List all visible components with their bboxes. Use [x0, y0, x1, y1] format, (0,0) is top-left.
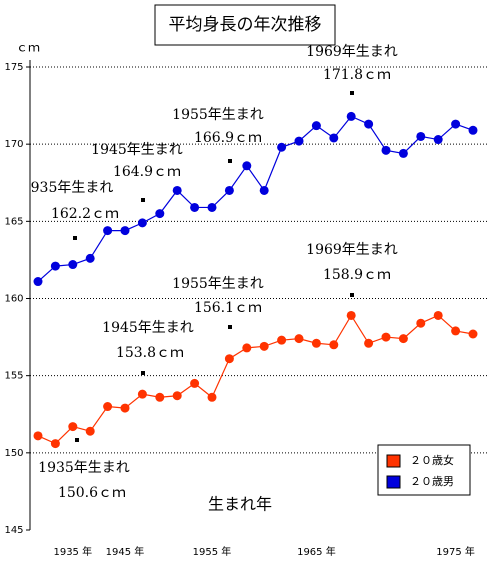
annotation-value: 158.9ｃｍ: [323, 267, 391, 283]
annotation: 1969年生まれ: [306, 44, 398, 60]
point: [381, 332, 391, 342]
annotation: 1945年生まれ: [91, 142, 183, 158]
point: [155, 392, 165, 402]
x-tick-label: 1965 年: [297, 545, 336, 558]
annotation: 1955年生まれ: [172, 276, 264, 292]
point: [137, 218, 147, 228]
point: [381, 145, 391, 155]
annotation-value: 164.9ｃｍ: [113, 164, 181, 180]
point: [259, 341, 269, 351]
point: [364, 338, 374, 348]
annotation-dot: [75, 438, 79, 442]
point: [433, 310, 443, 320]
annotation-dot: [350, 293, 354, 297]
point: [468, 329, 478, 339]
y-tick-label: 165: [4, 216, 23, 227]
annotation-dot: [228, 159, 232, 163]
point: [416, 131, 426, 141]
point: [155, 209, 165, 219]
annotation: 1935年生まれ: [38, 460, 130, 476]
legend-label: ２０歳男: [410, 475, 454, 488]
point: [364, 119, 374, 129]
annotation-value: 153.8ｃｍ: [116, 345, 184, 361]
annotation-dot: [228, 325, 232, 329]
annotation-value: 156.1ｃｍ: [194, 300, 262, 316]
point: [259, 185, 269, 195]
point: [242, 343, 252, 353]
annotation-value: 162.2ｃｍ: [51, 206, 119, 222]
point: [190, 378, 200, 388]
x-label: 生まれ年: [208, 495, 272, 514]
chart-title: 平均身長の年次推移: [169, 15, 322, 35]
annotation: 1955年生まれ: [172, 107, 264, 123]
point: [103, 402, 113, 412]
annotation: 1945年生まれ: [102, 320, 194, 336]
annotation-dot: [73, 236, 77, 240]
point: [398, 148, 408, 158]
point: [277, 142, 287, 152]
point: [50, 439, 60, 449]
point: [172, 391, 182, 401]
point: [311, 121, 321, 131]
point: [468, 125, 478, 135]
y-unit: ｃｍ: [16, 41, 40, 55]
legend-swatch: [386, 454, 401, 468]
x-tick-label: 1975 年: [436, 545, 475, 558]
point: [137, 389, 147, 399]
point: [294, 136, 304, 146]
annotation: 1969年生まれ: [306, 242, 398, 258]
point: [85, 253, 95, 263]
point: [103, 226, 113, 236]
annotation-dot: [350, 91, 354, 95]
point: [433, 135, 443, 145]
point: [207, 392, 217, 402]
point: [346, 111, 356, 121]
point: [33, 277, 43, 287]
point: [207, 202, 217, 212]
point: [277, 335, 287, 345]
point: [190, 202, 200, 212]
point: [50, 261, 60, 271]
annotation-value: 171.8ｃｍ: [323, 67, 391, 83]
point: [120, 403, 130, 413]
point: [451, 326, 461, 336]
point: [329, 133, 339, 143]
x-tick-label: 1935 年: [53, 545, 92, 558]
point: [85, 426, 95, 436]
annotation-value: 150.6ｃｍ: [58, 485, 126, 501]
x-tick-label: 1955 年: [193, 545, 232, 558]
point: [68, 260, 78, 270]
point: [68, 422, 78, 432]
point: [224, 354, 234, 364]
y-tick-label: 155: [4, 371, 23, 382]
point: [242, 161, 252, 171]
point: [172, 185, 182, 195]
point: [294, 334, 304, 344]
y-tick-label: 145: [4, 525, 23, 536]
point: [120, 226, 130, 236]
point: [346, 310, 356, 320]
x-tick-label: 1945 年: [106, 545, 145, 558]
legend-label: ２０歳女: [410, 453, 454, 467]
legend-box: [377, 444, 471, 496]
point: [416, 318, 426, 328]
annotation-dot: [141, 198, 145, 202]
point: [329, 340, 339, 350]
annotation-value: 166.9ｃｍ: [194, 130, 262, 146]
legend-swatch: [386, 475, 401, 489]
annotation: 935年生まれ: [31, 180, 114, 196]
title-box: [154, 4, 336, 46]
point: [224, 185, 234, 195]
y-tick-label: 175: [4, 62, 23, 73]
point: [311, 338, 321, 348]
y-tick-label: 160: [4, 294, 23, 305]
point: [33, 431, 43, 441]
y-tick-label: 170: [4, 139, 23, 150]
annotation-dot: [141, 371, 145, 375]
point: [451, 119, 461, 129]
point: [398, 334, 408, 344]
y-tick-label: 150: [4, 448, 23, 459]
